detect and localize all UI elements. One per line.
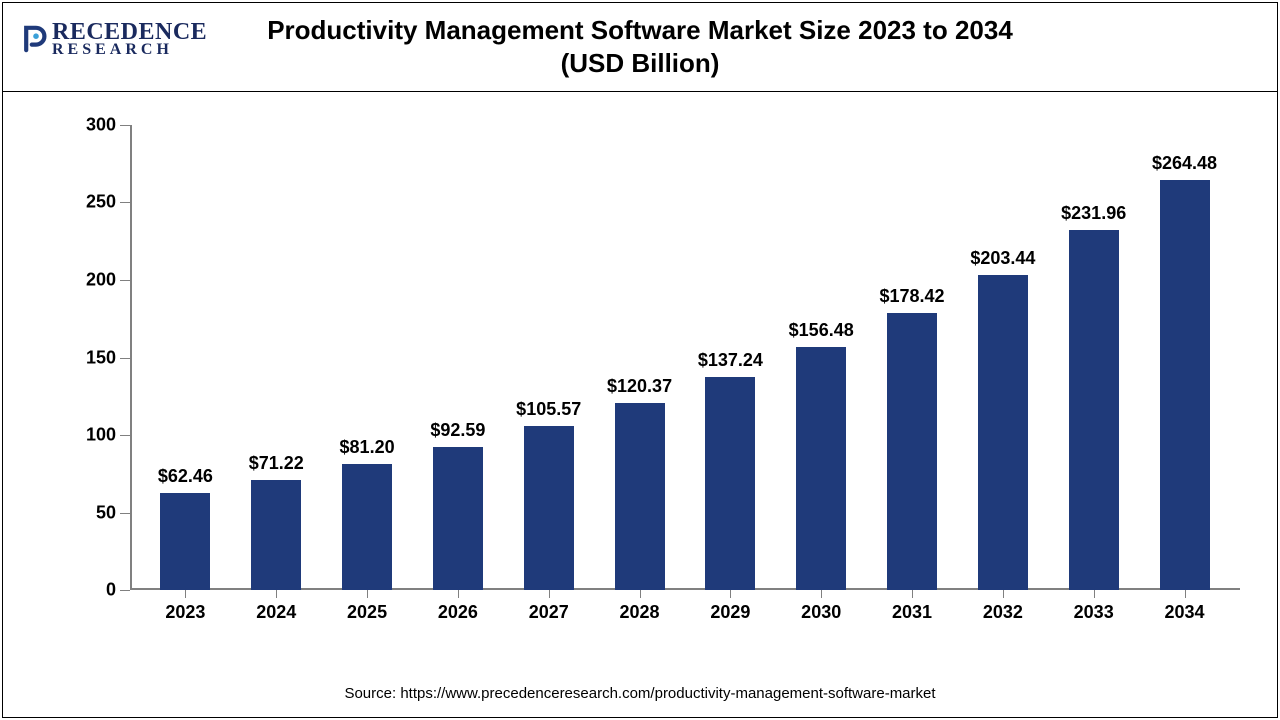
bar: $156.48: [796, 347, 846, 590]
y-tick-label: 250: [86, 192, 130, 213]
bar-value-label: $231.96: [1061, 203, 1126, 224]
bar-slot: $62.462023: [140, 125, 231, 590]
logo-brand-sub: RESEARCH: [52, 42, 207, 58]
bar-slot: $203.442032: [957, 125, 1048, 590]
x-tick-label: 2030: [801, 602, 841, 623]
bar-value-label: $71.22: [249, 453, 304, 474]
bar: $231.96: [1069, 230, 1119, 590]
x-tick-label: 2029: [710, 602, 750, 623]
bar: $62.46: [160, 493, 210, 590]
bar-value-label: $137.24: [698, 350, 763, 371]
x-tick-label: 2032: [983, 602, 1023, 623]
x-tick: [912, 590, 913, 598]
x-tick: [458, 590, 459, 598]
bar-value-label: $81.20: [340, 437, 395, 458]
chart-title: Productivity Management Software Market …: [242, 14, 1038, 79]
bar-value-label: $178.42: [879, 286, 944, 307]
x-tick: [367, 590, 368, 598]
bar-slot: $156.482030: [776, 125, 867, 590]
x-tick: [821, 590, 822, 598]
x-tick-label: 2023: [165, 602, 205, 623]
plot-region: 050100150200250300 $62.462023$71.222024$…: [130, 125, 1240, 590]
bar-slot: $137.242029: [685, 125, 776, 590]
bar-slot: $105.572027: [503, 125, 594, 590]
x-tick-label: 2034: [1164, 602, 1204, 623]
bar: $71.22: [251, 480, 301, 590]
header-band: RECEDENCE RESEARCH Productivity Manageme…: [2, 2, 1278, 92]
bar-value-label: $92.59: [430, 420, 485, 441]
chart-title-line1: Productivity Management Software Market …: [267, 15, 1013, 45]
bar-slot: $178.422031: [867, 125, 958, 590]
brand-logo: RECEDENCE RESEARCH: [22, 20, 207, 58]
y-tick-label: 300: [86, 115, 130, 136]
x-tick: [1003, 590, 1004, 598]
x-tick: [276, 590, 277, 598]
source-citation: Source: https://www.precedenceresearch.c…: [0, 685, 1280, 702]
x-tick: [185, 590, 186, 598]
bar-slot: $81.202025: [322, 125, 413, 590]
x-tick-label: 2031: [892, 602, 932, 623]
chart-title-line2: (USD Billion): [561, 48, 720, 78]
x-tick-label: 2027: [529, 602, 569, 623]
bar: $81.20: [342, 464, 392, 590]
y-tick-label: 50: [96, 502, 130, 523]
bar-slot: $264.482034: [1139, 125, 1230, 590]
bar: $178.42: [887, 313, 937, 590]
bar-value-label: $203.44: [970, 248, 1035, 269]
bar: $120.37: [615, 403, 665, 590]
bar: $264.48: [1160, 180, 1210, 590]
x-tick-label: 2028: [620, 602, 660, 623]
bar-value-label: $105.57: [516, 399, 581, 420]
y-tick-label: 150: [86, 347, 130, 368]
x-tick-label: 2033: [1074, 602, 1114, 623]
bar-slot: $71.222024: [231, 125, 322, 590]
bar: $137.24: [705, 377, 755, 590]
bar-slot: $120.372028: [594, 125, 685, 590]
logo-text: RECEDENCE RESEARCH: [52, 20, 207, 58]
bar-value-label: $120.37: [607, 376, 672, 397]
x-tick: [730, 590, 731, 598]
y-tick-label: 200: [86, 269, 130, 290]
bar: $92.59: [433, 447, 483, 591]
x-tick-label: 2024: [256, 602, 296, 623]
x-tick-label: 2026: [438, 602, 478, 623]
x-tick-label: 2025: [347, 602, 387, 623]
y-tick-label: 100: [86, 424, 130, 445]
logo-mark-icon: [22, 25, 50, 53]
bar-value-label: $62.46: [158, 466, 213, 487]
x-tick: [1185, 590, 1186, 598]
bar-value-label: $156.48: [789, 320, 854, 341]
bars-container: $62.462023$71.222024$81.202025$92.592026…: [130, 125, 1240, 590]
bar-slot: $92.592026: [412, 125, 503, 590]
chart-area: 050100150200250300 $62.462023$71.222024$…: [55, 105, 1250, 640]
bar-slot: $231.962033: [1048, 125, 1139, 590]
x-tick: [1094, 590, 1095, 598]
bar-value-label: $264.48: [1152, 153, 1217, 174]
bar: $105.57: [524, 426, 574, 590]
x-tick: [549, 590, 550, 598]
bar: $203.44: [978, 275, 1028, 590]
x-tick: [640, 590, 641, 598]
y-tick-label: 0: [106, 580, 130, 601]
